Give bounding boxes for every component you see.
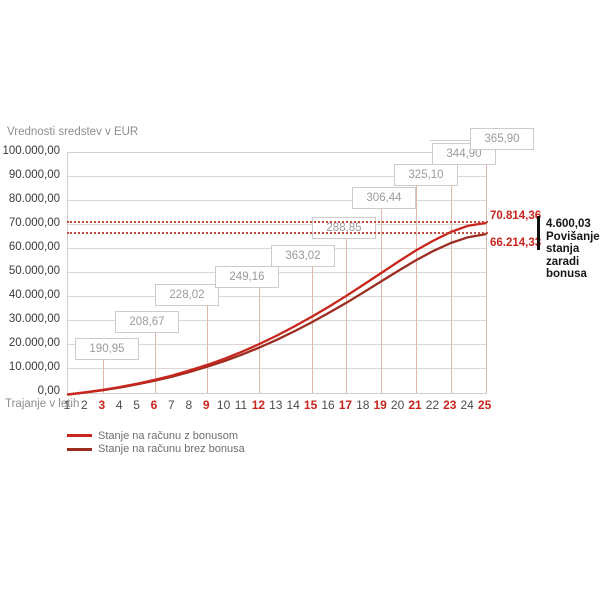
x-axis-year: 23 [443,398,457,412]
data-label-box: 190,95 [75,338,139,360]
year-gridline [155,333,156,393]
data-label-box: 208,67 [115,311,179,333]
grid-line-horizontal [68,176,486,177]
x-axis-year: 22 [425,398,440,412]
grid-line-horizontal [68,200,486,201]
difference-annotation-line: stanja [546,243,580,255]
x-axis-year: 24 [460,398,474,412]
year-gridline [485,153,487,393]
x-axis-year: 8 [185,398,193,412]
x-axis-year: 21 [408,398,422,412]
x-axis-year: 2 [81,398,88,412]
callout-leader-line [430,140,470,141]
data-label-box: 228,02 [155,284,219,306]
legend-label: Stanje na računu z bonusom [98,429,239,442]
grid-line-horizontal [68,344,486,345]
x-axis-year: 4 [115,398,123,412]
x-axis-year: 10 [216,398,231,412]
x-axis-year: 15 [303,398,318,412]
data-label-box: 306,44 [352,187,416,209]
year-gridline [416,186,417,393]
x-axis-year: 12 [251,398,266,412]
year-gridline [102,360,104,393]
threshold-line [67,221,488,224]
grid-line-horizontal [68,224,486,225]
x-axis-year: 9 [202,398,210,412]
series-curves [66,221,487,396]
y-axis-label: 10.000,00 [8,361,60,373]
end-value-without-bonus: 66.214,33 [490,237,542,250]
year-gridline [381,209,383,393]
data-label-box: 249,16 [215,266,279,288]
y-axis-label: 80.000,00 [8,193,60,205]
data-label-box: 363,02 [271,245,335,267]
year-gridline [259,288,261,393]
y-axis-label: 70.000,00 [8,217,60,229]
difference-annotation-line: 4.600,03 [546,218,591,230]
legend-item: Stanje na računu z bonusom [67,429,245,443]
year-gridline [346,239,348,393]
x-axis-year: 16 [321,398,335,412]
data-label-box: 325,10 [394,164,458,186]
x-axis-year: 1 [63,398,71,412]
year-gridline [311,267,313,393]
difference-annotation: 4.600,03 Povišanje stanja zaradi bonusa [546,218,600,281]
difference-annotation-line: Povišanje [546,230,600,243]
year-gridline [207,306,209,393]
legend-item: Stanje na računu brez bonusa [67,443,245,457]
y-axis-label: 30.000,00 [8,313,60,325]
end-value-with-bonus: 70.814,36 [490,210,542,223]
x-axis-year: 25 [477,398,492,412]
x-axis-year: 17 [338,398,353,412]
x-axis-year: 3 [98,398,106,412]
x-axis-year: 19 [373,398,387,412]
x-axis-year: 14 [286,398,300,412]
threshold-line [67,232,488,235]
data-label-box: 365,90 [470,128,534,150]
x-axis-title: Trajanje v letih [5,398,80,410]
difference-annotation-line: bonusa [546,268,587,280]
grid-line-horizontal [68,296,486,297]
series-line-without-bonus [66,232,487,396]
legend: Stanje na računu z bonusom Stanje na raču… [67,429,245,456]
x-axis-year: 11 [234,398,248,412]
difference-annotation-line: zaradi [546,255,580,268]
x-axis-year: 6 [150,398,158,412]
y-axis-label: 100.000,00 [2,145,60,157]
legend-swatch-without-bonus [67,447,92,451]
y-axis-label: 60.000,00 [8,241,60,253]
year-gridline [450,165,452,393]
grid-line-horizontal [68,320,486,321]
y-axis-label: 40.000,00 [8,289,60,301]
legend-swatch-with-bonus [67,434,92,438]
x-axis-year: 13 [269,398,283,412]
series-line-with-bonus [66,221,487,396]
x-axis-year: 7 [168,398,175,412]
plot-area [66,152,487,396]
y-axis-label: 50.000,00 [8,265,60,277]
legend-label: Stanje na računu brez bonusa [98,443,245,456]
x-axis-year: 18 [356,398,370,412]
y-axis-label: 0,00 [37,385,60,397]
difference-bar [537,216,540,250]
y-axis-title: Vrednosti sredstev v EUR [7,126,139,138]
x-axis-year: 20 [390,398,405,412]
y-axis-label: 90.000,00 [8,169,60,181]
x-axis-year: 5 [133,398,140,412]
grid-line-horizontal [68,368,486,369]
y-axis-label: 20.000,00 [8,337,60,349]
